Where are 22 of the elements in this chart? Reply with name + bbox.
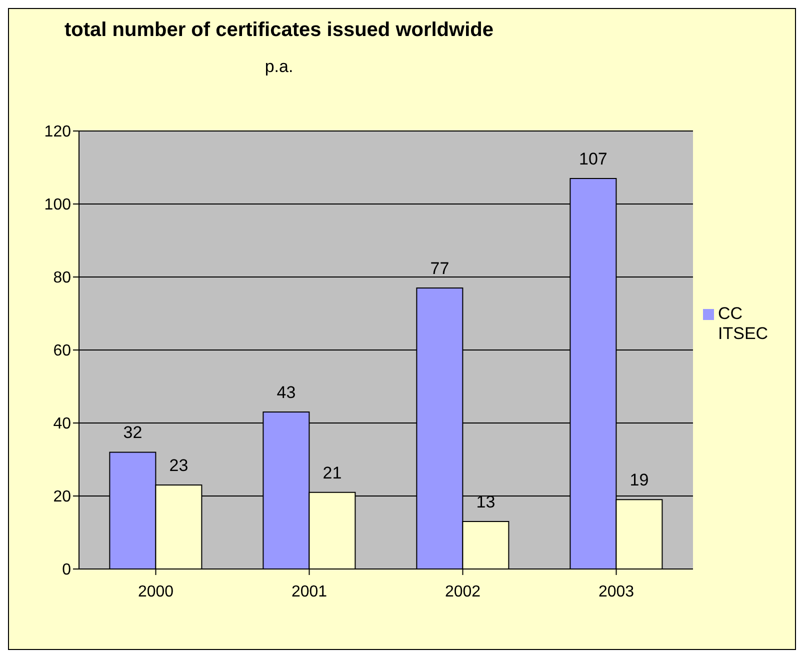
chart-subtitle: p.a. xyxy=(264,57,294,77)
legend-label: CC xyxy=(718,304,743,323)
x-tick-label: 2001 xyxy=(291,583,328,600)
data-label: 107 xyxy=(579,149,608,168)
y-tick-label: 120 xyxy=(44,124,72,141)
y-tick-label: 100 xyxy=(44,196,72,214)
data-label: 21 xyxy=(322,463,342,482)
data-label: 23 xyxy=(169,456,188,476)
y-tick-label: 60 xyxy=(53,342,72,360)
x-tick-label: 2000 xyxy=(138,583,174,600)
x-tick-label: 2003 xyxy=(598,583,634,600)
y-tick-label: 20 xyxy=(53,488,72,506)
y-tick-label: 80 xyxy=(53,270,72,287)
y-tick-label: 40 xyxy=(53,416,72,433)
y-tick-label: 0 xyxy=(62,562,72,579)
data-label: 77 xyxy=(430,258,450,278)
data-label: 43 xyxy=(276,383,296,402)
data-label: 32 xyxy=(123,423,142,442)
data-label: 19 xyxy=(630,470,649,490)
chart-title: total number of certificates issued worldwide xyxy=(64,19,494,42)
x-tick-label: 2002 xyxy=(444,583,481,600)
text: ITSEC xyxy=(718,324,768,343)
